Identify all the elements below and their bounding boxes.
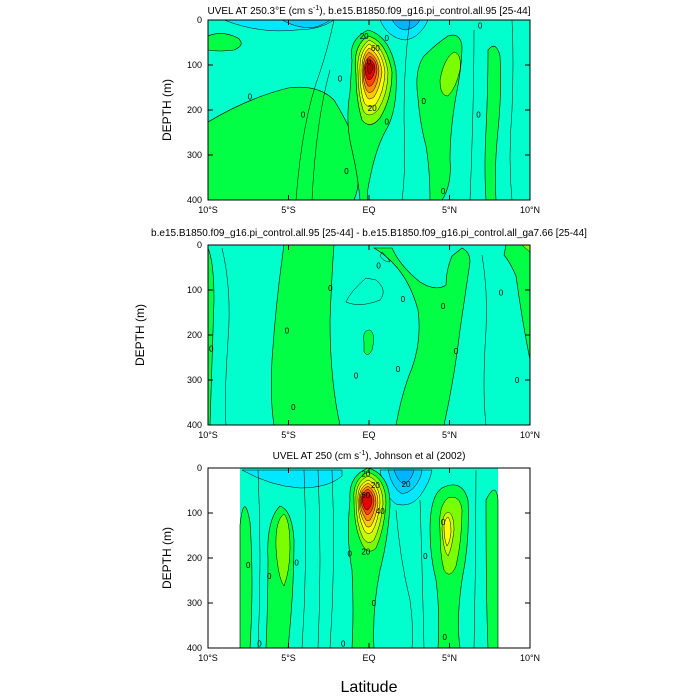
panel-1-contour-label: 0 (301, 111, 306, 120)
panel-1-ytick-label: 400 (187, 195, 202, 205)
panel-2-xtick-label: 5°N (442, 430, 457, 440)
panel-3-ytick-label: 300 (187, 598, 202, 608)
panel-2-xtick-label: 5°S (281, 430, 296, 440)
panel-2-contour-labels: 0 0 0 0 0 0 0 0 0 0 0 0 (209, 261, 520, 412)
panel-3-contour-label: 0 (341, 640, 346, 649)
panel-1-xtick-label: 5°N (442, 205, 457, 215)
panel-3: UVEL AT 250 (cm s-1), Johnson et al (200… (160, 450, 540, 663)
panel-1-xtick-label: 10°S (198, 205, 218, 215)
panel-3-contour-label: 20 (361, 469, 370, 478)
panel-1-contour-label: 0 (248, 93, 253, 102)
panel-1-ytick-label: 300 (187, 150, 202, 160)
panel-2-contour-label: 0 (209, 345, 214, 354)
panel-2-contour-label: 0 (376, 261, 381, 270)
panel-2: b.e15.B1850.f09_g16.pi_control.all.95 [2… (133, 228, 587, 440)
panel-3-xtick-label: EQ (362, 653, 375, 663)
panel-3-ytick-label: 0 (197, 463, 202, 473)
panel-1-contour-label: 0 (441, 187, 446, 196)
panel-2-xtick-label: 10°S (198, 430, 218, 440)
panel-3-xtick-label: 5°N (442, 653, 457, 663)
panel-3-contour-label: 60 (361, 491, 370, 500)
panel-3-contour-label: 40 (376, 507, 385, 516)
panel-1-ylabel: DEPTH (m) (160, 79, 174, 141)
panel-3-ytick-label: 100 (187, 508, 202, 518)
panel-1-contour-label: 0 (384, 34, 389, 43)
panel-1-xtick-label: EQ (362, 205, 375, 215)
panel-2-ylabel: DEPTH (m) (133, 304, 147, 366)
panel-3-contour-label: 0 (441, 518, 446, 527)
panel-1-ytick-label: 200 (187, 105, 202, 115)
panel-3-contour-label: 0 (267, 572, 272, 581)
panel-3-xtick-label: 10°N (520, 653, 540, 663)
panel-2-title: b.e15.B1850.f09_g16.pi_control.all.95 [2… (151, 228, 587, 239)
panel-1-contour-label: 0 (344, 167, 349, 176)
panel-2-contour-label: 0 (515, 376, 520, 385)
panel-1-contour-label: 0 (478, 21, 483, 30)
panel-3-contour-label: 0 (347, 550, 352, 559)
panel-2-ytick-label: 0 (197, 240, 202, 250)
panel-3-contour-label: 0 (294, 559, 299, 568)
panel-2-ytick-label: 400 (187, 420, 202, 430)
panel-2-contour-label: 0 (396, 365, 401, 374)
panel-2-ytick-label: 300 (187, 375, 202, 385)
panel-1-contour-label: 0 (384, 117, 389, 126)
panel-2-xtick-label: EQ (362, 430, 375, 440)
panel-3-contour-label: 0 (246, 561, 251, 570)
panel-2-contour-label: 0 (328, 284, 333, 293)
panel-1-contour-label: 20 (368, 104, 377, 113)
panel-3-contour-fill (208, 468, 530, 648)
panel-2-contour-label: 0 (401, 295, 406, 304)
panel-1-contour-label: 0 (476, 111, 481, 120)
panel-1-contour-label: 0 (338, 75, 343, 84)
panel-3-contour-label: 0 (442, 633, 447, 642)
panel-1-xtick-label: 5°S (281, 205, 296, 215)
panel-1-ytick-label: 0 (197, 15, 202, 25)
panel-2-contour-label: 0 (454, 347, 459, 356)
panel-3-ytick-label: 400 (187, 643, 202, 653)
panel-3-xtick-label: 5°S (281, 653, 296, 663)
panel-1-contour-label: 0 (367, 57, 372, 66)
panel-3-contour-label: 20 (361, 547, 370, 556)
panel-1-contour-fill (208, 20, 530, 200)
panel-1-contour-label: 0 (422, 97, 427, 106)
panel-3-contour-label: 0 (372, 599, 377, 608)
panel-3-contour-label: 20 (371, 481, 380, 490)
panel-2-axes: 10°S 5°S EQ 5°N 10°N 0 100 200 300 400 (187, 240, 540, 440)
panel-1-title: UVEL AT 250.3°E (cm s-1), b.e15.B1850.f0… (207, 5, 530, 17)
panel-2-ytick-label: 100 (187, 285, 202, 295)
panel-2-xtick-label: 10°N (520, 430, 540, 440)
panel-2-contour-label: 0 (285, 327, 290, 336)
panel-1: UVEL AT 250.3°E (cm s-1), b.e15.B1850.f0… (160, 5, 540, 215)
panel-3-contour-label: 0 (257, 640, 262, 649)
panel-2-contour-label: 0 (499, 288, 504, 297)
panel-1-ytick-label: 100 (187, 60, 202, 70)
panel-3-xtick-label: 10°S (198, 653, 218, 663)
panel-3-contour-label: 0 (423, 552, 428, 561)
panel-1-contour-label: 20 (360, 32, 369, 41)
panel-1-contour-label: 60 (371, 44, 380, 53)
x-axis-label: Latitude (341, 679, 398, 696)
panel-3-ytick-label: 200 (187, 553, 202, 563)
panel-2-ytick-label: 200 (187, 330, 202, 340)
panel-3-contour-label: 20 (402, 480, 411, 489)
panel-3-ylabel: DEPTH (m) (160, 527, 174, 589)
panel-3-title: UVEL AT 250 (cm s-1), Johnson et al (200… (273, 450, 466, 462)
panel-2-contour-fill (208, 245, 530, 425)
panel-2-contour-label: 0 (354, 372, 359, 381)
panel-2-contour-label: 0 (441, 302, 446, 311)
panel-1-xtick-label: 10°N (520, 205, 540, 215)
panel-2-contour-label: 0 (291, 403, 296, 412)
